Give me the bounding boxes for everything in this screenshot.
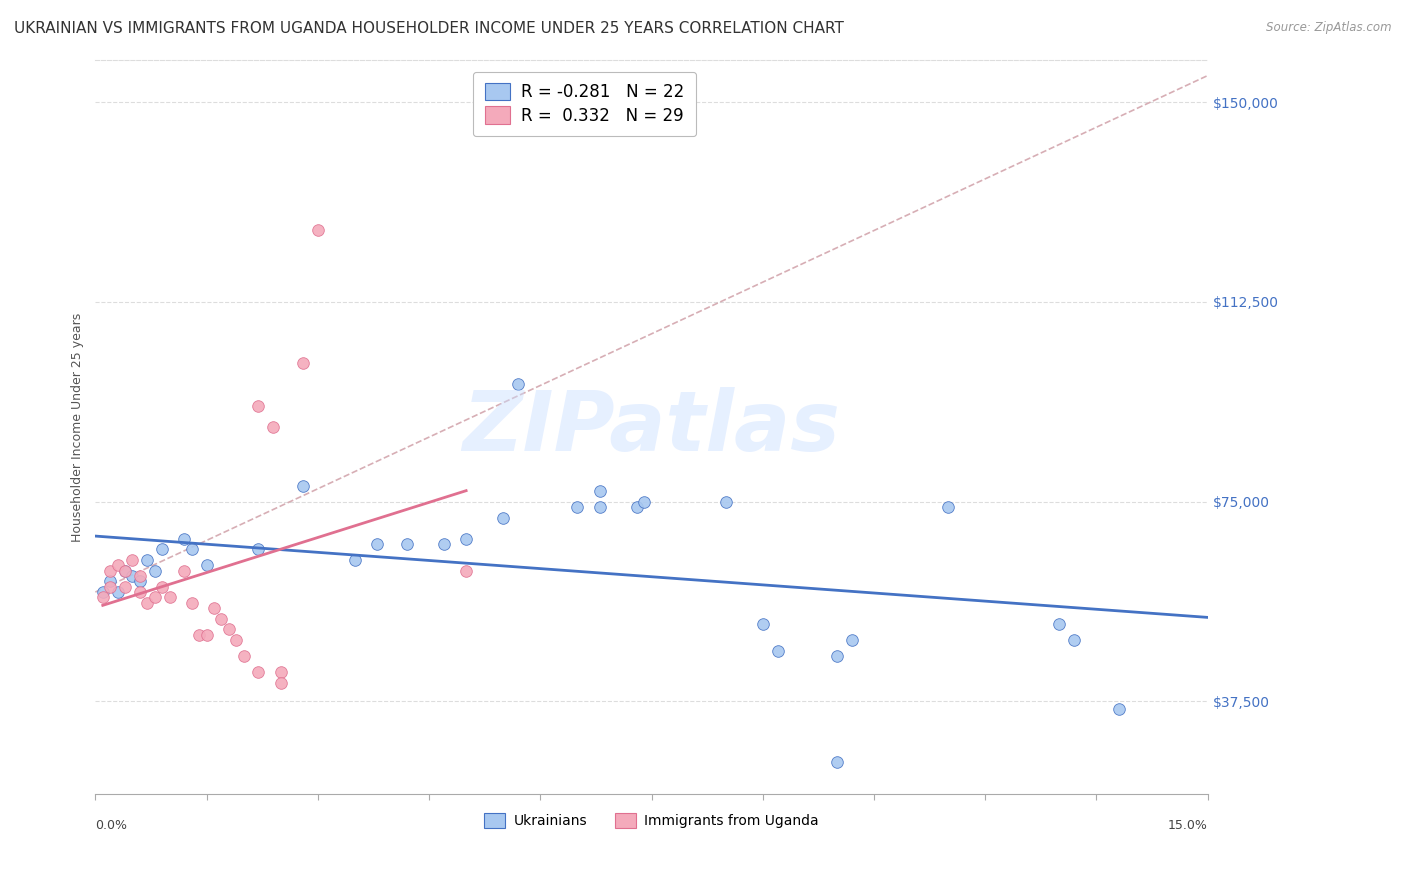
Point: [841, 632, 863, 647]
Point: [136, 553, 159, 567]
Point: [107, 558, 129, 573]
Point: [98, 580, 121, 594]
Point: [1063, 632, 1085, 647]
Point: [114, 564, 136, 578]
Point: [128, 569, 150, 583]
Point: [218, 623, 240, 637]
Text: 15.0%: 15.0%: [1168, 820, 1208, 832]
Point: [366, 537, 388, 551]
Point: [456, 564, 478, 578]
Point: [91, 585, 114, 599]
Point: [121, 569, 143, 583]
Point: [291, 478, 314, 492]
Point: [150, 580, 173, 594]
Point: [626, 500, 648, 514]
Point: [202, 601, 225, 615]
Point: [136, 596, 159, 610]
Point: [492, 510, 515, 524]
Point: [173, 532, 195, 546]
Point: [262, 420, 284, 434]
Point: [121, 553, 143, 567]
Point: [195, 628, 218, 642]
Point: [588, 500, 610, 514]
Point: [567, 500, 589, 514]
Point: [98, 564, 121, 578]
Point: [209, 612, 232, 626]
Point: [247, 399, 270, 413]
Point: [714, 494, 737, 508]
Legend: Ukrainians, Immigrants from Uganda: Ukrainians, Immigrants from Uganda: [478, 806, 825, 835]
Point: [291, 356, 314, 370]
Point: [633, 494, 655, 508]
Point: [433, 537, 456, 551]
Point: [270, 675, 292, 690]
Text: ZIPatlas: ZIPatlas: [463, 386, 841, 467]
Point: [506, 377, 529, 392]
Point: [143, 591, 166, 605]
Point: [825, 756, 848, 770]
Point: [751, 617, 773, 632]
Point: [114, 564, 136, 578]
Point: [270, 665, 292, 679]
Point: [114, 580, 136, 594]
Point: [247, 665, 270, 679]
Point: [825, 648, 848, 663]
Point: [343, 553, 366, 567]
Point: [766, 643, 789, 657]
Point: [180, 542, 202, 557]
Point: [225, 632, 247, 647]
Point: [159, 591, 181, 605]
Y-axis label: Householder Income Under 25 years: Householder Income Under 25 years: [72, 312, 84, 541]
Point: [456, 532, 478, 546]
Point: [395, 537, 418, 551]
Point: [98, 574, 121, 589]
Point: [91, 591, 114, 605]
Point: [307, 223, 329, 237]
Point: [232, 648, 254, 663]
Point: [188, 628, 211, 642]
Point: [143, 564, 166, 578]
Point: [588, 483, 610, 498]
Point: [128, 585, 150, 599]
Point: [173, 564, 195, 578]
Point: [150, 542, 173, 557]
Text: UKRAINIAN VS IMMIGRANTS FROM UGANDA HOUSEHOLDER INCOME UNDER 25 YEARS CORRELATIO: UKRAINIAN VS IMMIGRANTS FROM UGANDA HOUS…: [14, 21, 844, 36]
Text: 0.0%: 0.0%: [96, 820, 128, 832]
Point: [936, 500, 959, 514]
Text: Source: ZipAtlas.com: Source: ZipAtlas.com: [1267, 21, 1392, 34]
Point: [1108, 702, 1130, 716]
Point: [107, 585, 129, 599]
Point: [247, 542, 270, 557]
Point: [180, 596, 202, 610]
Point: [1047, 617, 1070, 632]
Point: [195, 558, 218, 573]
Point: [128, 574, 150, 589]
